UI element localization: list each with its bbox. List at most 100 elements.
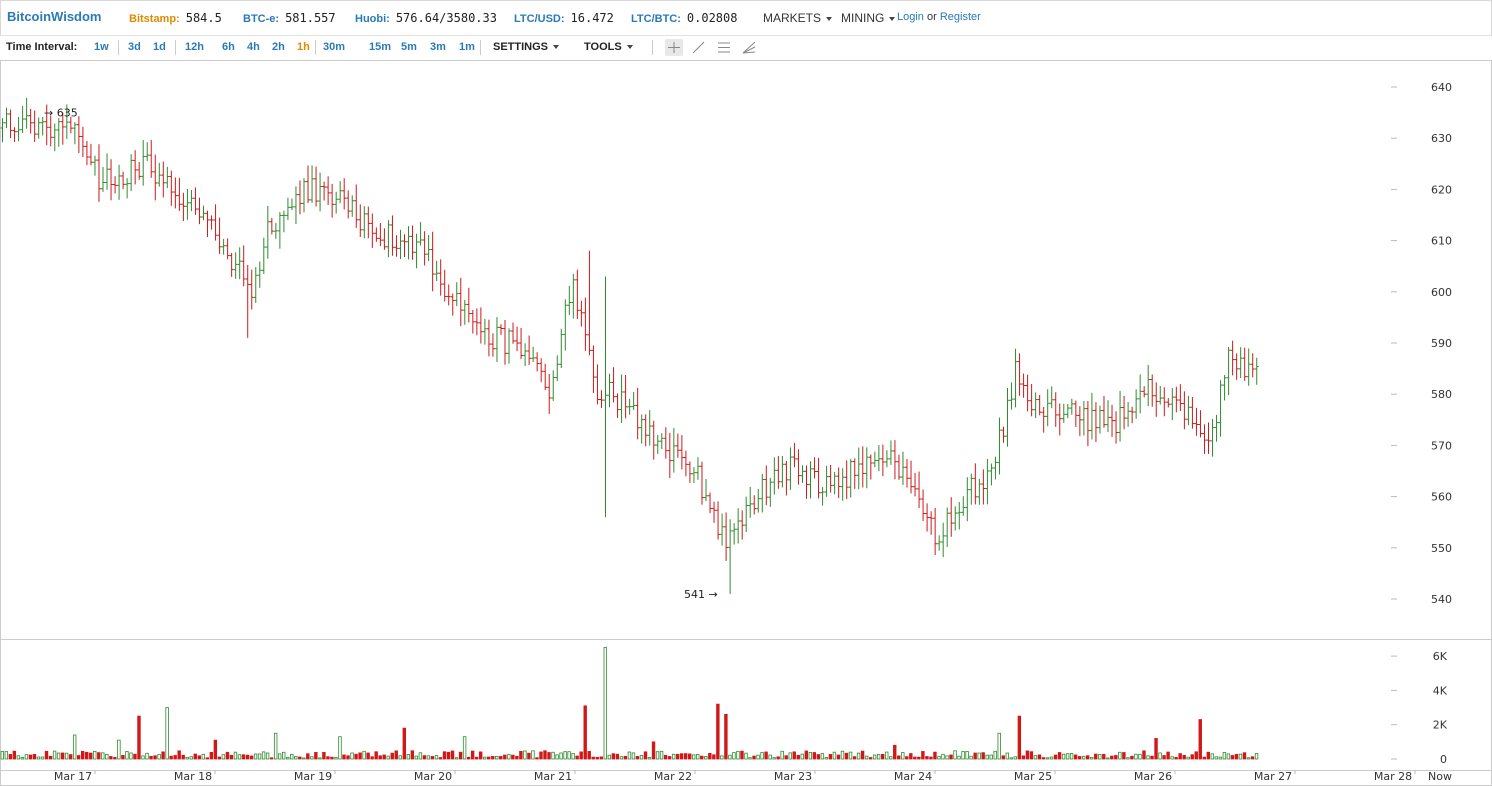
ohlc-bar xyxy=(454,282,459,307)
tools-menu[interactable]: TOOLS xyxy=(584,41,633,53)
ohlc-bar xyxy=(76,116,81,153)
volume-bar xyxy=(885,751,889,760)
ohlc-bar xyxy=(209,215,214,230)
interval-2h[interactable]: 2h xyxy=(272,41,285,53)
ticker-huobi[interactable]: Huobi: 576.64/3580.33 xyxy=(355,11,497,25)
volume-bar xyxy=(237,754,242,760)
volume-bar xyxy=(1234,753,1239,760)
crosshair-icon[interactable] xyxy=(665,39,683,56)
volume-bar xyxy=(446,751,451,760)
ohlc-bar xyxy=(896,454,901,480)
time-interval-label: Time Interval: xyxy=(6,41,78,53)
ohlc-bar xyxy=(832,471,837,495)
volume-bar xyxy=(173,755,177,760)
volume-bar xyxy=(85,751,89,760)
volume-bar xyxy=(1202,756,1206,760)
ohlc-bar xyxy=(888,440,893,465)
volume-bar xyxy=(531,750,535,760)
volume-bar xyxy=(141,755,145,760)
volume-bar xyxy=(458,751,463,760)
site-logo[interactable]: BitcoinWisdom xyxy=(7,9,102,24)
ohlc-bar xyxy=(567,285,572,316)
ohlc-bar xyxy=(691,467,696,484)
volume-bar xyxy=(559,752,563,760)
register-link[interactable]: Register xyxy=(939,11,981,23)
volume-bar xyxy=(382,754,386,760)
volume-bar xyxy=(684,753,688,760)
volume-bar xyxy=(953,750,957,760)
login-link[interactable]: Login xyxy=(897,11,924,23)
volume-bar xyxy=(595,757,599,760)
ohlc-bar xyxy=(249,269,254,310)
volume-bar xyxy=(241,754,246,760)
settings-menu[interactable]: SETTINGS xyxy=(493,41,560,53)
volume-bar xyxy=(310,756,314,760)
interval-1h[interactable]: 1h xyxy=(297,41,310,53)
markets-menu[interactable]: MARKETS xyxy=(763,11,833,25)
volume-bar xyxy=(579,751,583,760)
volume-bar xyxy=(257,753,262,760)
volume-bar xyxy=(418,752,423,760)
ohlc-bar xyxy=(56,117,61,147)
ohlc-bar xyxy=(941,522,946,558)
volume-bar xyxy=(354,753,358,760)
volume-bar xyxy=(1106,757,1110,760)
volume-bar xyxy=(68,754,73,760)
ohlc-bar xyxy=(378,222,383,247)
ohlc-bar xyxy=(868,454,873,480)
mining-label: MINING xyxy=(841,11,885,25)
ohlc-bar xyxy=(346,190,351,219)
fan-lines-icon[interactable] xyxy=(740,39,758,56)
interval-1m[interactable]: 1m xyxy=(459,41,475,53)
interval-3d[interactable]: 3d xyxy=(128,41,141,53)
ohlc-bar xyxy=(16,116,21,142)
ohlc-bar xyxy=(265,205,270,259)
interval-12h[interactable]: 12h xyxy=(185,41,204,53)
ticker-ltcusd[interactable]: LTC/USD: 16.472 xyxy=(514,11,614,25)
ohlc-bar xyxy=(957,501,962,530)
ohlc-bar xyxy=(398,229,403,260)
volume-bar xyxy=(1162,755,1166,760)
ohlc-bar xyxy=(860,446,865,488)
volume-bar xyxy=(667,756,672,760)
volume-bar xyxy=(804,750,808,760)
volume-bar xyxy=(1013,756,1018,760)
line-draw-icon[interactable] xyxy=(690,39,708,56)
ticker-value: 16.472 xyxy=(570,11,614,25)
parallel-lines-icon[interactable] xyxy=(715,39,733,56)
interval-5m[interactable]: 5m xyxy=(401,41,417,53)
volume-bar xyxy=(615,753,620,760)
volume-bar xyxy=(607,754,612,760)
ticker-bitstamp[interactable]: Bitstamp: 584.5 xyxy=(129,11,222,25)
volume-bar xyxy=(362,750,366,760)
interval-4h[interactable]: 4h xyxy=(247,41,260,53)
chevron-down-icon xyxy=(626,45,633,50)
volume-bar xyxy=(294,756,298,760)
ohlc-bars xyxy=(0,97,1259,594)
ohlc-bar xyxy=(442,269,447,302)
volume-bar xyxy=(571,753,575,760)
ohlc-bar xyxy=(836,467,841,499)
volume-bar xyxy=(507,754,511,760)
volume-bar xyxy=(269,757,274,760)
interval-1d[interactable]: 1d xyxy=(153,41,166,53)
ohlc-bar xyxy=(109,159,114,201)
ohlc-bar xyxy=(1162,387,1167,417)
interval-3m[interactable]: 3m xyxy=(430,41,446,53)
ticker-ltcbtc[interactable]: LTC/BTC: 0.02808 xyxy=(631,11,737,25)
volume-bar xyxy=(1154,738,1158,760)
ohlc-bar xyxy=(921,489,926,522)
ohlc-bar xyxy=(551,370,556,401)
ohlc-bar xyxy=(905,459,909,488)
ticker-btce[interactable]: BTC-e: 581.557 xyxy=(243,11,336,25)
ohlc-bar xyxy=(776,456,781,489)
volume-bar xyxy=(286,756,290,760)
price-chart[interactable]: 540 550 560 570 580 590 600 610 620 630 640 0 2K 4K 6… xyxy=(0,60,1492,786)
interval-1w[interactable]: 1w xyxy=(94,41,109,53)
mining-menu[interactable]: MINING xyxy=(841,11,896,25)
volume-bar xyxy=(89,752,93,760)
interval-30m[interactable]: 30m xyxy=(323,41,346,53)
interval-15m[interactable]: 15m xyxy=(369,41,392,53)
volume-bar xyxy=(1214,756,1219,760)
interval-6h[interactable]: 6h xyxy=(222,41,235,53)
